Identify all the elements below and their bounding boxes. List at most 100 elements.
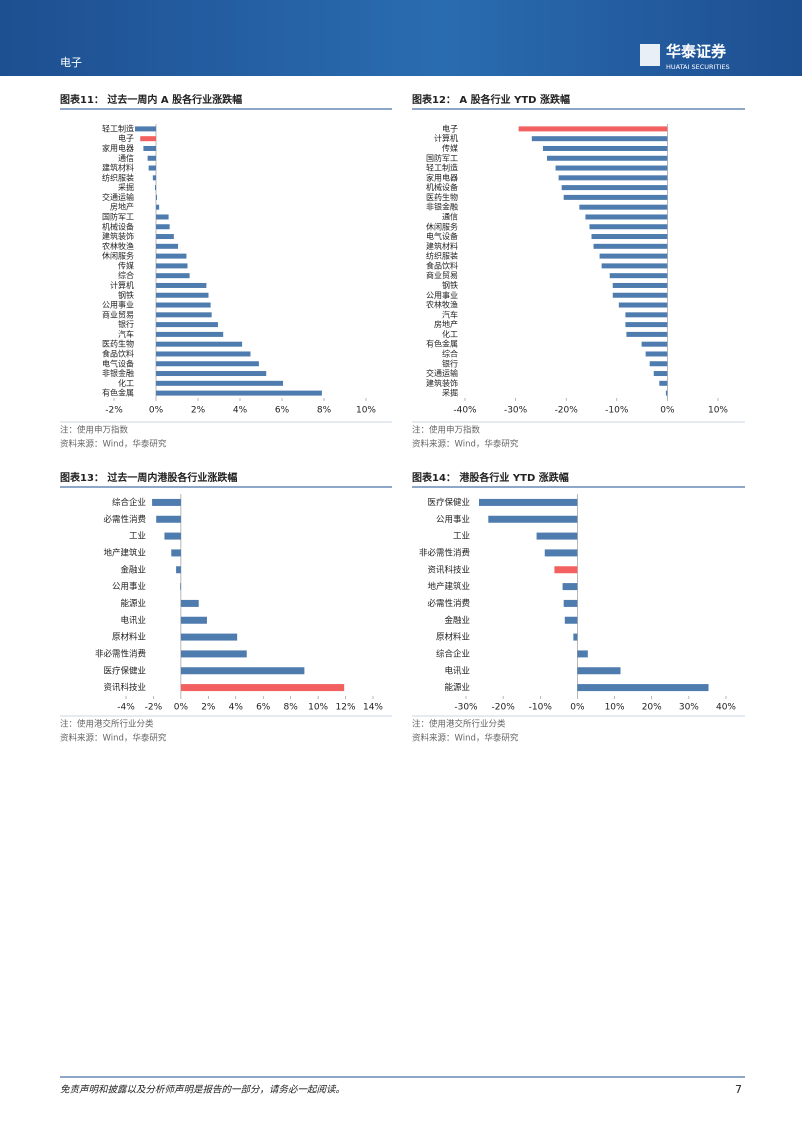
category-label: 能源业 xyxy=(444,682,470,693)
bar xyxy=(156,371,267,377)
bar xyxy=(171,549,181,557)
category-label: 公用事业 xyxy=(102,300,134,310)
category-label: 钢铁 xyxy=(118,290,134,300)
bar xyxy=(601,263,668,269)
disclaimer: 免责声明和披露以及分析师声明是报告的一部分，请务必一起阅读。 xyxy=(60,1084,345,1096)
x-tick-label: 10% xyxy=(605,703,625,713)
category-label: 必需性消费 xyxy=(427,598,470,609)
category-label: 商业贸易 xyxy=(102,309,134,319)
category-label: 食品饮料 xyxy=(102,348,134,358)
bar xyxy=(156,302,211,308)
category-label: 建筑装饰 xyxy=(426,378,458,388)
category-label: 机械设备 xyxy=(102,221,134,231)
category-label: 医药生物 xyxy=(102,339,134,349)
bar xyxy=(156,253,187,259)
bar xyxy=(156,331,224,337)
category-label: 传媒 xyxy=(118,260,134,270)
category-label: 房地产 xyxy=(434,319,458,329)
x-tick-label: 8% xyxy=(284,703,299,713)
chart-note: 注：使用港交所行业分类 xyxy=(412,719,506,730)
bar xyxy=(645,351,668,357)
bar xyxy=(612,292,668,298)
category-label: 计算机 xyxy=(110,280,134,290)
category-label: 休闲服务 xyxy=(426,221,458,231)
x-tick-label: -10% xyxy=(605,406,629,416)
bar xyxy=(156,224,170,230)
bar xyxy=(546,155,668,161)
bar xyxy=(564,616,578,624)
bar xyxy=(612,282,668,288)
bar xyxy=(589,224,668,230)
bar xyxy=(479,498,578,506)
bar xyxy=(554,566,578,574)
bar xyxy=(156,282,207,288)
category-label: 家用电器 xyxy=(426,172,458,182)
bar xyxy=(665,390,668,396)
bar xyxy=(156,234,174,240)
bar xyxy=(156,361,259,367)
x-tick-label: -30% xyxy=(454,703,478,713)
bar xyxy=(180,616,207,624)
bar xyxy=(531,136,668,142)
bar xyxy=(653,371,668,377)
bar xyxy=(180,633,238,641)
bar xyxy=(152,498,181,506)
chart-source: 资料来源：Wind，华泰研究 xyxy=(60,733,167,744)
chart-note: 注：使用港交所行业分类 xyxy=(60,719,154,730)
bar xyxy=(626,331,668,337)
page-number: 7 xyxy=(735,1083,742,1096)
bar xyxy=(156,243,179,249)
category-label: 纺织服装 xyxy=(102,172,134,182)
bar xyxy=(544,549,578,557)
bar xyxy=(180,650,247,658)
category-label: 交通运输 xyxy=(426,368,458,378)
bar xyxy=(135,126,156,132)
category-label: 工业 xyxy=(453,531,470,542)
x-tick-label: 20% xyxy=(642,703,662,713)
x-tick-label: 0% xyxy=(174,703,189,713)
bar xyxy=(609,273,668,279)
category-label: 化工 xyxy=(118,378,134,388)
x-tick-label: -20% xyxy=(492,703,516,713)
bar xyxy=(140,136,156,142)
bar xyxy=(143,145,156,151)
category-label: 原材料业 xyxy=(436,632,470,643)
category-label: 综合企业 xyxy=(436,648,470,659)
category-label: 工业 xyxy=(129,531,146,542)
category-label: 资讯科技业 xyxy=(427,564,470,575)
bar xyxy=(618,302,668,308)
category-label: 汽车 xyxy=(442,309,458,319)
category-label: 采掘 xyxy=(442,388,458,398)
bar xyxy=(518,126,668,132)
category-label: 必需性消费 xyxy=(103,514,146,525)
bar xyxy=(542,145,668,151)
category-label: 汽车 xyxy=(118,329,134,339)
category-label: 非必需性消费 xyxy=(419,547,471,558)
category-label: 房地产 xyxy=(110,202,134,212)
x-tick-label: 12% xyxy=(336,703,356,713)
section-name: 电子 xyxy=(60,56,82,69)
bar xyxy=(536,532,578,540)
x-tick-label: 14% xyxy=(363,703,383,713)
category-label: 休闲服务 xyxy=(102,251,134,261)
category-label: 家用电器 xyxy=(102,143,134,153)
bar xyxy=(180,684,345,692)
bar xyxy=(573,633,578,641)
logo-en: HUATAI SECURITIES xyxy=(666,63,730,71)
bar xyxy=(625,322,668,328)
bar xyxy=(156,214,169,220)
bar xyxy=(641,341,668,347)
category-label: 有色金属 xyxy=(102,388,134,398)
x-tick-label: 0% xyxy=(660,406,675,416)
bar xyxy=(180,667,305,675)
bar xyxy=(156,515,181,523)
category-label: 非必需性消费 xyxy=(95,648,147,659)
bar xyxy=(558,175,668,181)
category-label: 电子 xyxy=(442,123,458,133)
x-tick-label: 10% xyxy=(356,406,376,416)
x-tick-label: 4% xyxy=(233,406,248,416)
bar xyxy=(156,273,190,279)
category-label: 综合企业 xyxy=(112,497,146,508)
bar xyxy=(156,312,212,318)
